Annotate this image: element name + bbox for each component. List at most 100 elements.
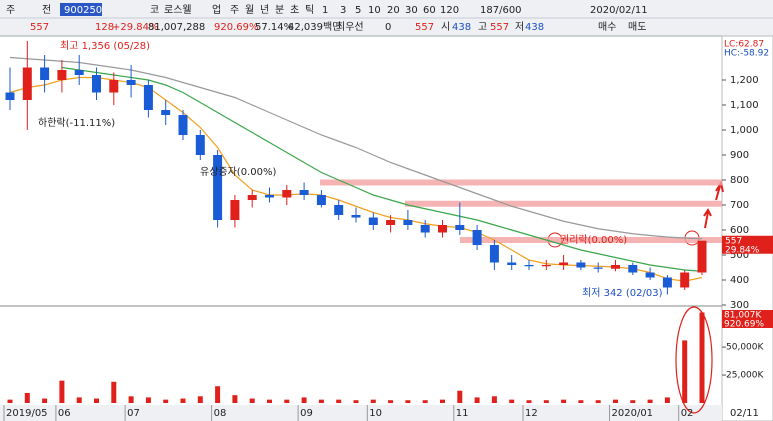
volume-bar — [163, 399, 169, 403]
x-end-label: 02/11 — [730, 408, 759, 419]
y-tick-label: 600 — [730, 225, 749, 236]
toolbar-item[interactable]: 10 — [368, 5, 381, 16]
toolbar-item[interactable]: 30 — [405, 5, 418, 16]
toolbar-item[interactable]: 주 — [230, 5, 239, 16]
y-tick-label: 1,100 — [730, 100, 759, 111]
y-tick-label: 400 — [730, 275, 749, 286]
volume-bar — [543, 400, 549, 403]
toolbar-item: 최우선 — [336, 21, 364, 33]
toolbar-item[interactable]: 매수 — [598, 21, 616, 33]
candle-body — [680, 272, 690, 288]
volume-change: 920.69% — [724, 320, 764, 330]
candle-body — [472, 230, 482, 245]
annotation: 하한락(-11.11%) — [38, 116, 115, 129]
toolbar-item: 고 — [478, 22, 487, 33]
toolbar-item[interactable]: 분 — [275, 4, 284, 16]
candle-body — [628, 265, 638, 273]
toolbar-item: 557 — [490, 22, 509, 33]
volume-bar — [318, 399, 324, 403]
level-band — [405, 200, 722, 207]
toolbar-item[interactable]: 주 — [6, 5, 15, 16]
candle-body — [247, 195, 257, 200]
x-tick-label: 2019/05 — [6, 408, 48, 419]
moving-average — [61, 66, 703, 272]
volume-bar — [145, 397, 151, 403]
y-tick-label: 1,000 — [730, 125, 759, 136]
volume-bar — [59, 380, 65, 403]
y-tick-label: 300 — [730, 300, 749, 311]
candle-body — [524, 265, 534, 267]
volume-bar — [526, 400, 532, 403]
volume-box — [722, 310, 773, 328]
volume-bar — [94, 398, 99, 403]
candle-body — [576, 262, 586, 268]
candle-body — [92, 75, 101, 93]
toolbar-item[interactable]: 로스웰 — [164, 4, 192, 16]
price-box — [722, 235, 773, 254]
volume-bar — [370, 399, 376, 403]
toolbar-item[interactable]: 월 — [245, 4, 254, 16]
candle-body — [420, 225, 430, 233]
toolbar-item: 저 — [515, 21, 524, 33]
volume-bar — [630, 400, 636, 403]
candle-body — [74, 70, 84, 75]
candle-body — [143, 85, 153, 110]
x-tick-label: 08 — [214, 408, 227, 419]
y-tick-label: 50,000K — [726, 343, 764, 353]
volume-bar — [422, 400, 428, 403]
toolbar-item: 438 — [525, 22, 544, 33]
toolbar-item[interactable]: 187/600 — [480, 5, 522, 16]
moving-average — [9, 76, 703, 282]
toolbar-item: 920.69% — [214, 22, 259, 33]
toolbar-item[interactable]: 업 — [212, 3, 221, 16]
candle-body — [40, 67, 50, 80]
toolbar-item[interactable]: 20 — [387, 5, 400, 16]
volume-bar — [699, 312, 705, 403]
toolbar-item[interactable]: 2020/02/11 — [590, 5, 648, 16]
toolbar-item[interactable]: 틱 — [305, 4, 314, 16]
candle-body — [299, 190, 309, 195]
moving-average — [9, 56, 703, 240]
volume-bar — [284, 399, 290, 403]
toolbar-item: 557 — [30, 22, 49, 33]
toolbar-item[interactable]: 전 — [42, 4, 51, 16]
x-tick-label: 2020/01 — [612, 408, 654, 419]
volume-bar — [215, 386, 221, 403]
volume-bar — [197, 396, 203, 403]
code-box[interactable] — [60, 3, 102, 16]
toolbar-item[interactable]: 매도 — [628, 21, 646, 33]
toolbar-item[interactable]: 1 — [322, 5, 328, 16]
toolbar-item[interactable]: 60 — [423, 5, 436, 16]
toolbar-item[interactable]: 120 — [440, 5, 459, 16]
toolbar-item[interactable]: 코 — [150, 5, 159, 16]
price-label: 557 — [725, 236, 742, 246]
x-tick-label: 12 — [525, 408, 538, 419]
candle-body — [438, 225, 447, 233]
annotation: 최저 342 (02/03) — [582, 287, 663, 299]
annotation: 권리락(0.00%) — [560, 234, 627, 246]
candle-body — [541, 265, 551, 267]
volume-bar — [267, 399, 272, 403]
candle-body — [386, 220, 396, 225]
toolbar-item[interactable]: 3 — [340, 5, 346, 16]
toolbar-item[interactable]: 년 — [260, 4, 269, 16]
toolbar-item[interactable]: 5 — [355, 5, 361, 16]
volume-bar — [509, 399, 515, 403]
candle-body — [593, 267, 603, 269]
toolbar-item: +29.84% — [112, 22, 159, 33]
candle-body — [611, 265, 620, 269]
volume-bar — [405, 400, 411, 403]
x-tick-label: 11 — [456, 408, 469, 419]
toolbar-item[interactable]: 초 — [290, 4, 299, 16]
toolbar-item[interactable]: 900250 — [64, 5, 102, 16]
candle-body — [22, 67, 32, 100]
x-tick-label: 10 — [369, 408, 382, 419]
volume-bar — [578, 400, 584, 403]
volume-bar — [491, 396, 497, 403]
volume-bar — [111, 381, 117, 403]
volume-bar — [301, 397, 307, 403]
x-tick-label: 02 — [681, 408, 694, 419]
level-band — [460, 237, 722, 243]
candle-body — [351, 215, 361, 218]
